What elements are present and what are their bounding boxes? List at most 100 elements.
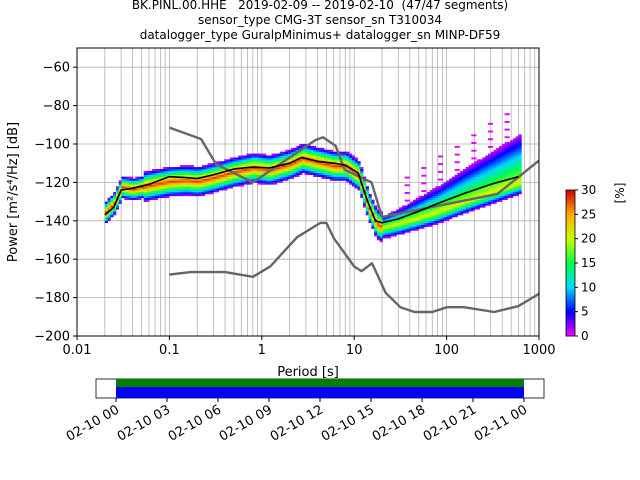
psd-cell <box>113 211 117 214</box>
psd-cell <box>493 197 497 200</box>
psd-cell <box>485 157 489 160</box>
psd-cell <box>354 168 358 172</box>
psd-cell <box>210 176 214 179</box>
psd-cell <box>474 168 478 172</box>
colorbar-cell <box>566 294 575 298</box>
psd-cell <box>288 174 292 177</box>
psd-cell <box>440 207 444 210</box>
psd-cell <box>504 167 508 170</box>
psd-cell <box>240 184 245 187</box>
psd-cell <box>460 184 464 187</box>
psd-cell <box>138 178 142 181</box>
psd-cell <box>332 172 336 176</box>
psd-cell <box>190 168 195 172</box>
psd-cell <box>146 182 150 185</box>
psd-cell <box>318 157 322 160</box>
psd-cell <box>246 165 250 168</box>
psd-cell <box>393 222 397 225</box>
psd-cell <box>299 145 303 149</box>
psd-cell <box>338 167 342 170</box>
y-tick-label: −140 <box>34 214 70 229</box>
psd-cell <box>285 155 289 158</box>
psd-cell <box>396 216 400 220</box>
psd-cell <box>218 167 222 170</box>
psd-cell <box>510 190 514 193</box>
psd-cell <box>190 174 195 177</box>
colorbar-cell <box>566 287 575 291</box>
psd-cell <box>257 172 261 176</box>
psd-cell <box>257 182 261 185</box>
psd-cell <box>229 182 233 185</box>
psd-cell <box>490 168 494 172</box>
psd-cell <box>154 168 158 172</box>
psd-cell <box>410 207 414 210</box>
psd-heatmap <box>104 113 522 243</box>
psd-cell <box>435 193 439 197</box>
psd-cell <box>485 163 489 166</box>
psd-cell <box>490 176 494 179</box>
psd-cell <box>457 213 461 216</box>
psd-cell <box>321 170 325 174</box>
psd-cell <box>482 163 486 166</box>
psd-cell <box>127 182 131 185</box>
psd-cell <box>454 174 458 177</box>
psd-cell <box>296 159 300 162</box>
psd-cell <box>129 188 133 191</box>
psd-cell <box>496 172 500 176</box>
psd-cell <box>401 228 406 231</box>
psd-cell <box>457 205 461 208</box>
y-tick-label: −80 <box>43 99 70 114</box>
psd-cell <box>451 193 456 197</box>
psd-cell <box>510 144 514 147</box>
psd-cell <box>282 167 286 170</box>
psd-cell <box>199 190 203 193</box>
psd-cell <box>418 220 422 224</box>
psd-cell <box>518 172 522 176</box>
psd-cell <box>482 161 486 164</box>
psd-cell <box>346 168 350 172</box>
psd-cell <box>487 178 492 181</box>
psd-cell <box>246 155 250 158</box>
psd-cell <box>374 226 378 229</box>
psd-cell <box>313 153 317 156</box>
psd-cell <box>465 207 469 210</box>
colorbar-cell <box>566 272 575 276</box>
psd-cell <box>232 168 236 172</box>
psd-cell <box>257 161 261 164</box>
psd-cell <box>188 167 192 170</box>
psd-cell <box>399 222 403 225</box>
psd-cell <box>429 190 433 193</box>
psd-cell <box>501 170 506 174</box>
psd-cell <box>412 226 417 229</box>
psd-cell <box>485 178 489 181</box>
psd-cell <box>365 209 369 212</box>
psd-cell <box>104 207 108 210</box>
psd-cell <box>307 149 311 152</box>
psd-cell <box>174 190 178 193</box>
psd-cell <box>288 159 292 162</box>
psd-cell <box>504 193 508 197</box>
psd-cell <box>490 197 494 200</box>
psd-cell <box>504 163 508 166</box>
psd-cell <box>449 199 453 202</box>
psd-cell <box>451 190 456 193</box>
psd-cell <box>493 157 497 160</box>
psd-cell <box>418 226 422 229</box>
psd-cell <box>515 167 519 170</box>
psd-cell <box>307 159 311 162</box>
psd-cell <box>235 176 239 179</box>
psd-cell <box>487 188 492 191</box>
psd-cell <box>135 190 139 193</box>
colorbar-cell <box>566 219 575 223</box>
psd-cell <box>127 178 131 181</box>
psd-cell <box>210 184 214 187</box>
psd-cell <box>104 211 108 214</box>
psd-cell <box>415 216 419 220</box>
psd-cell <box>490 167 494 170</box>
psd-cell <box>193 180 197 183</box>
psd-cell <box>138 182 142 185</box>
psd-cell <box>501 195 506 199</box>
psd-cell <box>251 161 256 164</box>
psd-cell <box>510 142 514 145</box>
psd-cell <box>313 174 317 177</box>
